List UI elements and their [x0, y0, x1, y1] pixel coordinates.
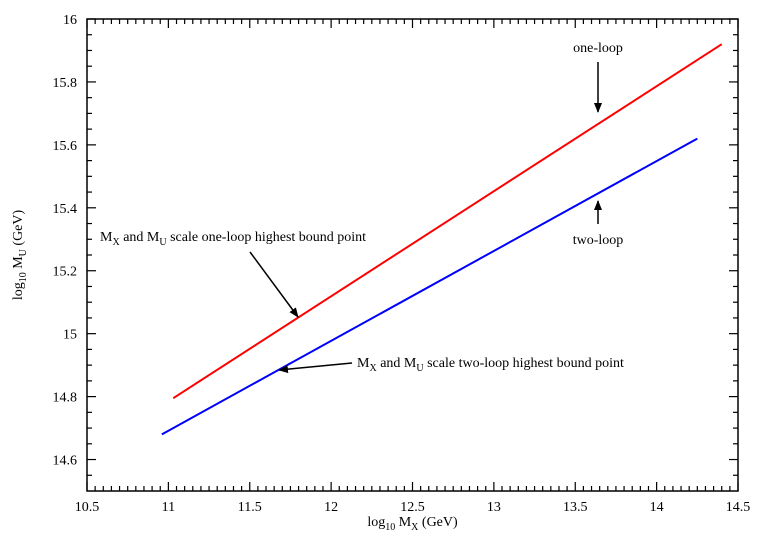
- x-tick-label: 14.5: [726, 500, 751, 515]
- annotation-part: U: [416, 363, 424, 374]
- x-tick-label: 10.5: [75, 500, 100, 515]
- x-axis-label-part: log: [367, 515, 385, 530]
- y-tick-label: 15.4: [53, 202, 78, 217]
- x-tick-label: 13.5: [563, 500, 588, 515]
- x-axis-label-part: X: [411, 522, 419, 533]
- annotation-part: scale two-loop highest bound point: [424, 356, 624, 371]
- x-tick-label: 14: [650, 500, 664, 515]
- y-tick-label: 15.2: [53, 265, 78, 280]
- annotation-part: one-loop: [573, 41, 623, 56]
- annotation-part: and M: [120, 230, 160, 245]
- x-axis-label-part: (GeV): [418, 515, 458, 530]
- x-tick-label: 12.5: [400, 500, 425, 515]
- annotation-part: U: [159, 237, 167, 248]
- x-axis-label-part: 10: [385, 522, 395, 533]
- annotation-part: M: [357, 356, 370, 371]
- x-tick-label: 13: [487, 500, 501, 515]
- x-axis-label: log10 MX (GeV): [367, 515, 458, 533]
- plot-frame: [86, 18, 739, 492]
- y-tick-label: 15.6: [53, 139, 78, 154]
- annotation: MX and MU scale two-loop highest bound p…: [357, 356, 624, 374]
- annotation-part: M: [100, 230, 113, 245]
- y-axis-label-part: U: [18, 248, 29, 256]
- y-axis-label-part: log: [11, 282, 26, 300]
- y-tick-label: 14.6: [53, 454, 78, 469]
- annotation-part: X: [112, 237, 120, 248]
- y-axis-label-part: M: [11, 256, 26, 273]
- annotation-arrow: [249, 251, 299, 318]
- annotation-part: scale one-loop highest bound point: [167, 230, 367, 245]
- y-tick-label: 16: [63, 13, 77, 28]
- annotation: two-loop: [573, 233, 624, 248]
- series-line: [172, 43, 723, 400]
- annotation-part: X: [369, 363, 377, 374]
- annotation: one-loop: [573, 41, 623, 56]
- y-axis-label: log10 MU (GeV): [11, 209, 29, 300]
- series-line: [161, 137, 698, 436]
- annotation: MX and MU scale one-loop highest bound p…: [100, 230, 366, 248]
- x-tick-label: 11: [162, 500, 175, 515]
- y-tick-label: 14.8: [53, 391, 78, 406]
- y-tick-label: 15: [63, 328, 77, 343]
- annotation-part: and M: [377, 356, 417, 371]
- y-axis-label-part: 10: [18, 272, 29, 282]
- annotation-part: two-loop: [573, 233, 624, 248]
- x-axis-label-part: M: [395, 515, 412, 530]
- x-tick-label: 12: [324, 500, 338, 515]
- annotation-arrow: [278, 362, 353, 374]
- y-tick-label: 15.8: [53, 76, 78, 91]
- y-axis-label-part: (GeV): [11, 209, 26, 249]
- x-tick-label: 11.5: [238, 500, 262, 515]
